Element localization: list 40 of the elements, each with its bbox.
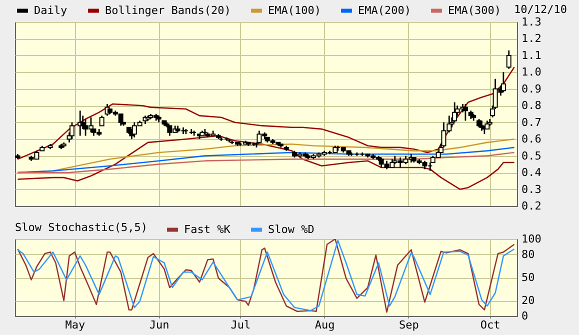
y-tick-label: 0.3	[522, 182, 542, 196]
legend-label: EMA(200)	[358, 4, 411, 17]
x-tick-label: Jul	[230, 318, 251, 332]
candlestick	[500, 71, 506, 93]
y-tick-label: 50	[522, 271, 535, 284]
candlestick	[69, 122, 74, 140]
x-tick-label: Jun	[149, 318, 170, 332]
chart-title: Slow Stochastic(5,5)	[15, 221, 148, 234]
y-tick-label: 1.2	[522, 32, 542, 46]
legend-label: EMA(300)	[448, 4, 501, 17]
y-tick-label: 100	[522, 232, 542, 246]
y-tick-label: 20	[522, 294, 535, 308]
legend-label: Daily	[34, 4, 68, 17]
y-tick-label: 1.0	[522, 66, 542, 79]
legend-label: Slow %D	[268, 222, 314, 236]
text: 10/12/10	[514, 3, 567, 16]
line-series	[17, 152, 515, 174]
y-tick-label: 0	[522, 310, 528, 322]
candlestick	[506, 50, 512, 70]
x-tick-label: Sep	[399, 318, 419, 332]
legend-label: EMA(100)	[268, 4, 321, 17]
x-tick-label: Oct	[480, 318, 500, 332]
line-series	[17, 66, 515, 160]
y-tick-label: 0.8	[522, 99, 542, 112]
y-tick-label: 0.5	[522, 149, 542, 162]
x-tick-label: Aug	[314, 318, 335, 332]
y-tick-label: 0.4	[522, 166, 542, 180]
y-tick-label: 0.9	[522, 82, 542, 96]
legend-label: Fast %K	[184, 222, 231, 236]
y-tick-label: 0.7	[522, 116, 542, 129]
y-tick-label: 80	[522, 248, 535, 261]
candlestick	[452, 102, 458, 124]
legend-label: Bollinger Bands(20)	[105, 4, 231, 17]
x-tick-label: May	[65, 318, 86, 332]
y-tick-label: 0.6	[522, 132, 542, 146]
line-series	[17, 135, 515, 190]
candlestick	[99, 114, 104, 126]
y-tick-label: 1.1	[522, 48, 542, 62]
y-tick-label: 0.2	[522, 200, 542, 212]
y-tick-label: 1.3	[522, 16, 542, 28]
